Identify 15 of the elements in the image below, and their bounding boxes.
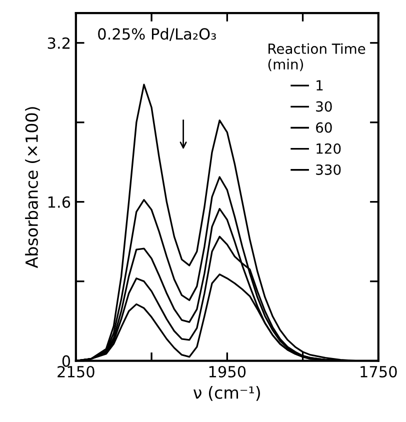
x-tick-label: 1750	[360, 366, 397, 378]
y-tick-label: 1.6	[48, 196, 70, 208]
y-tick-label: 0	[62, 355, 70, 367]
legend-label: 1	[316, 80, 323, 90]
text: 0.25% Pd/La₂O₃	[98, 28, 216, 41]
legend-label: 120	[316, 143, 341, 154]
legend-label: 30	[316, 101, 332, 112]
x-tick-label: 1950	[209, 366, 246, 378]
legend-title: Reaction Time (min)	[268, 43, 366, 72]
legend-label: 60	[316, 122, 332, 133]
legend-label: 330	[316, 164, 341, 175]
x-axis-title: ν (cm⁻¹)	[194, 386, 260, 401]
y-tick-label: 3.2	[48, 37, 70, 49]
x-tick-label: 2150	[58, 366, 94, 378]
y-axis-title: Absorbance (×100)	[25, 107, 40, 268]
